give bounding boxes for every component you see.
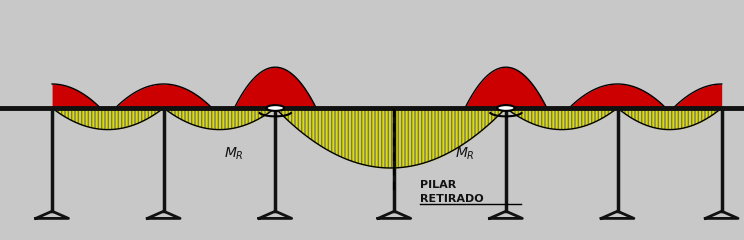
Circle shape	[266, 105, 284, 111]
Text: RETIRADO: RETIRADO	[420, 194, 484, 204]
Text: $M_R$: $M_R$	[225, 145, 244, 162]
Circle shape	[497, 105, 515, 111]
Text: $M_R$: $M_R$	[455, 145, 475, 162]
Text: PILAR: PILAR	[420, 180, 457, 190]
